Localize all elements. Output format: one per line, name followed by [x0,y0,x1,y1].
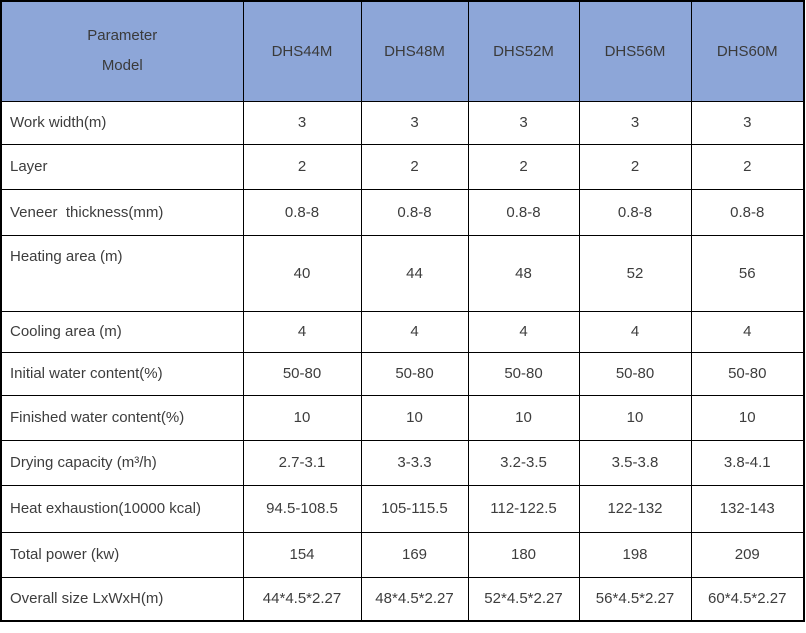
cell-value: 0.8-8 [690,188,805,236]
cell-value: 180 [467,531,580,578]
cell-value: 2.7-3.1 [242,439,362,486]
table-row: Layer 2 2 2 2 2 [0,143,805,190]
cell-value: 3.5-3.8 [578,439,692,486]
cell-value: 60*4.5*2.27 [690,576,805,622]
cell-value: 50-80 [467,351,580,396]
cell-value: 105-115.5 [360,484,469,533]
model-header: DHS56M [578,0,692,102]
header-row: Parameter Model DHS44M DHS48M DHS52M DHS… [0,0,805,102]
cell-value: 169 [360,531,469,578]
cell-value: 10 [467,394,580,441]
cell-value: 10 [360,394,469,441]
cell-value: 3 [578,100,692,145]
cell-value: 50-80 [690,351,805,396]
cell-value: 209 [690,531,805,578]
cell-value: 3-3.3 [360,439,469,486]
parameter-label: Parameter [87,27,158,45]
cell-value: 4 [360,310,469,353]
model-label: Model [101,57,143,75]
model-header: DHS48M [360,0,469,102]
cell-value: 50-80 [578,351,692,396]
cell-value: 198 [578,531,692,578]
cell-value: 48 [467,234,580,312]
cell-value: 10 [242,394,362,441]
table-row: Initial water content(%) 50-80 50-80 50-… [0,351,805,396]
model-header: DHS52M [467,0,580,102]
cell-value: 40 [242,234,362,312]
cell-value: 52*4.5*2.27 [467,576,580,622]
row-label: Heat exhaustion(10000 kcal) [0,484,244,533]
row-label: Layer [0,143,244,190]
table-row: Total power (kw) 154 169 180 198 209 [0,531,805,578]
cell-value: 0.8-8 [242,188,362,236]
cell-value: 154 [242,531,362,578]
cell-value: 94.5-108.5 [242,484,362,533]
table-row: Finished water content(%) 10 10 10 10 10 [0,394,805,441]
row-label: Veneer thickness(mm) [0,188,244,236]
table-row: Heat exhaustion(10000 kcal) 94.5-108.5 1… [0,484,805,533]
cell-value: 44 [360,234,469,312]
model-header: DHS60M [690,0,805,102]
row-label: Heating area (m) [0,234,244,312]
cell-value: 3.8-4.1 [690,439,805,486]
cell-value: 4 [690,310,805,353]
cell-value: 0.8-8 [578,188,692,236]
cell-value: 2 [360,143,469,190]
cell-value: 52 [578,234,692,312]
cell-value: 3 [242,100,362,145]
row-label: Drying capacity (m³/h) [0,439,244,486]
row-label: Overall size LxWxH(m) [0,576,244,622]
cell-value: 3 [360,100,469,145]
cell-value: 3 [690,100,805,145]
cell-value: 10 [690,394,805,441]
row-label: Total power (kw) [0,531,244,578]
cell-value: 122-132 [578,484,692,533]
row-label: Initial water content(%) [0,351,244,396]
cell-value: 44*4.5*2.27 [242,576,362,622]
cell-value: 112-122.5 [467,484,580,533]
row-label: Finished water content(%) [0,394,244,441]
cell-value: 0.8-8 [360,188,469,236]
cell-value: 2 [690,143,805,190]
corner-cell: Parameter Model [0,0,244,102]
cell-value: 4 [242,310,362,353]
cell-value: 2 [578,143,692,190]
cell-value: 10 [578,394,692,441]
row-label: Cooling area (m) [0,310,244,353]
cell-value: 4 [578,310,692,353]
cell-value: 3.2-3.5 [467,439,580,486]
cell-value: 48*4.5*2.27 [360,576,469,622]
cell-value: 4 [467,310,580,353]
table-row: Veneer thickness(mm) 0.8-8 0.8-8 0.8-8 0… [0,188,805,236]
table-row: Overall size LxWxH(m) 44*4.5*2.27 48*4.5… [0,576,805,622]
cell-value: 50-80 [360,351,469,396]
row-label: Work width(m) [0,100,244,145]
cell-value: 50-80 [242,351,362,396]
cell-value: 56*4.5*2.27 [578,576,692,622]
cell-value: 3 [467,100,580,145]
cell-value: 0.8-8 [467,188,580,236]
model-header: DHS44M [242,0,362,102]
cell-value: 2 [242,143,362,190]
table-row: Drying capacity (m³/h) 2.7-3.1 3-3.3 3.2… [0,439,805,486]
cell-value: 132-143 [690,484,805,533]
table-row: Cooling area (m) 4 4 4 4 4 [0,310,805,353]
cell-value: 2 [467,143,580,190]
table-row: Work width(m) 3 3 3 3 3 [0,100,805,145]
cell-value: 56 [690,234,805,312]
table-row: Heating area (m) 40 44 48 52 56 [0,234,805,312]
